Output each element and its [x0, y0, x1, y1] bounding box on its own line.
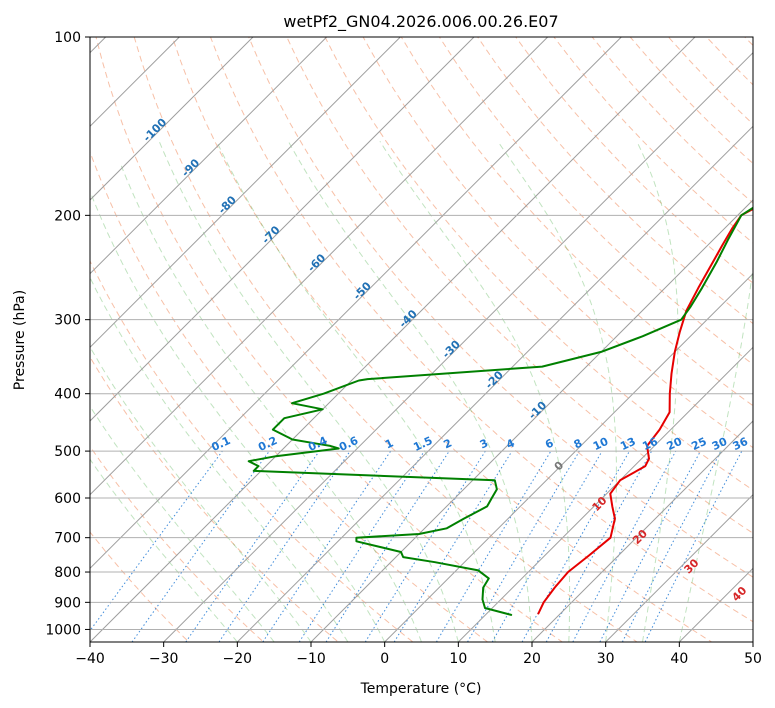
isotherm-line [90, 37, 696, 642]
y-tick-label: 400 [54, 387, 81, 403]
isotherm-line [531, 420, 753, 642]
moist-adiabat [90, 458, 238, 642]
dry-adiabat [515, 37, 753, 284]
dry-adiabat [90, 445, 265, 642]
isotherm-line [90, 37, 401, 349]
isotherm-line [310, 199, 753, 642]
y-tick-label: 1000 [45, 622, 81, 638]
mixing-ratio-line [218, 450, 351, 642]
isotherm-line [457, 346, 753, 642]
x-tick-label: −20 [223, 651, 253, 667]
y-tick-label: 700 [54, 531, 81, 547]
dry-adiabat [324, 37, 753, 491]
x-tick-label: −10 [296, 651, 326, 667]
mixing-ratio-label: 13 [618, 435, 637, 453]
dry-adiabat [90, 531, 190, 642]
isotherm-line [90, 37, 328, 275]
y-axis-label: Pressure (hPa) [12, 290, 28, 390]
y-tick-label: 100 [54, 30, 81, 46]
series-line-2 [247, 206, 753, 616]
isotherm-line [90, 37, 549, 496]
mixing-ratio-line [298, 450, 425, 642]
moist-adiabat [90, 405, 275, 642]
isotherm-line [90, 37, 254, 201]
plot-area [90, 37, 753, 642]
chart-title: wetPf2_GN04.2026.006.00.26.E07 [283, 12, 558, 32]
isotherm-line [384, 272, 753, 642]
mixing-ratio-label: 20 [665, 435, 685, 453]
isotherm-line [163, 51, 753, 642]
x-axis-label: Temperature (°C) [360, 681, 482, 697]
x-tick-label: 30 [597, 651, 615, 667]
moist-adiabat [91, 195, 386, 642]
background-lines [90, 37, 753, 642]
dry-adiabat [90, 150, 489, 642]
mixing-ratio-label: 25 [689, 435, 708, 453]
mixing-ratio-line [90, 450, 223, 632]
profile-series [247, 206, 753, 616]
mixing-ratio-label: 36 [731, 435, 751, 453]
dry-adiabat [90, 259, 414, 642]
y-tick-label: 600 [54, 491, 81, 507]
mixing-ratio-line [325, 450, 450, 642]
mixing-ratio-line [131, 450, 270, 642]
mixing-ratio-line [521, 450, 630, 642]
y-tick-label: 300 [54, 313, 81, 329]
dry-adiabat [171, 37, 713, 642]
dry-adiabat [133, 37, 638, 642]
y-tick-label: 800 [54, 565, 81, 581]
mixing-ratio-line [572, 450, 677, 642]
mixing-ratio-label: 30 [710, 435, 730, 453]
x-tick-label: −40 [75, 651, 105, 667]
dry-adiabat [90, 356, 339, 642]
x-tick-label: 10 [449, 651, 467, 667]
dry-adiabat [95, 37, 564, 642]
isotherm-line [236, 125, 753, 642]
mixing-ratio-label: 16 [640, 435, 660, 453]
dry-adiabat [362, 37, 753, 449]
x-tick-label: −30 [149, 651, 179, 667]
moist-adiabat [120, 165, 422, 642]
mixing-ratio-line [393, 450, 513, 642]
moist-adiabat [90, 346, 312, 642]
x-axis-ticks: −40 −30 −20 −10 0 10 20 30 40 50 [75, 642, 762, 667]
y-axis-ticks: 100 200 300 400 500 600 700 800 900 1000 [45, 30, 90, 638]
x-tick-label: 50 [744, 651, 762, 667]
x-tick-label: 0 [380, 651, 389, 667]
mixing-ratio-line [262, 450, 392, 642]
mixing-ratio-label: 10 [591, 435, 611, 453]
isotherm-line [90, 37, 622, 570]
y-tick-label: 500 [54, 444, 81, 460]
x-tick-label: 20 [523, 651, 541, 667]
y-tick-label: 900 [54, 595, 81, 611]
isotherm-line [90, 37, 475, 422]
mixing-ratio-line [644, 450, 743, 642]
x-tick-label: 40 [670, 651, 688, 667]
isotherm-line [605, 493, 753, 642]
series-line-1 [537, 207, 753, 615]
mixing-ratio-line [185, 450, 320, 642]
y-tick-label: 200 [54, 208, 81, 224]
mixing-ratio-line [545, 450, 653, 642]
dry-adiabat [209, 37, 753, 623]
plot-frame [89, 36, 754, 643]
dry-adiabat [248, 37, 753, 578]
